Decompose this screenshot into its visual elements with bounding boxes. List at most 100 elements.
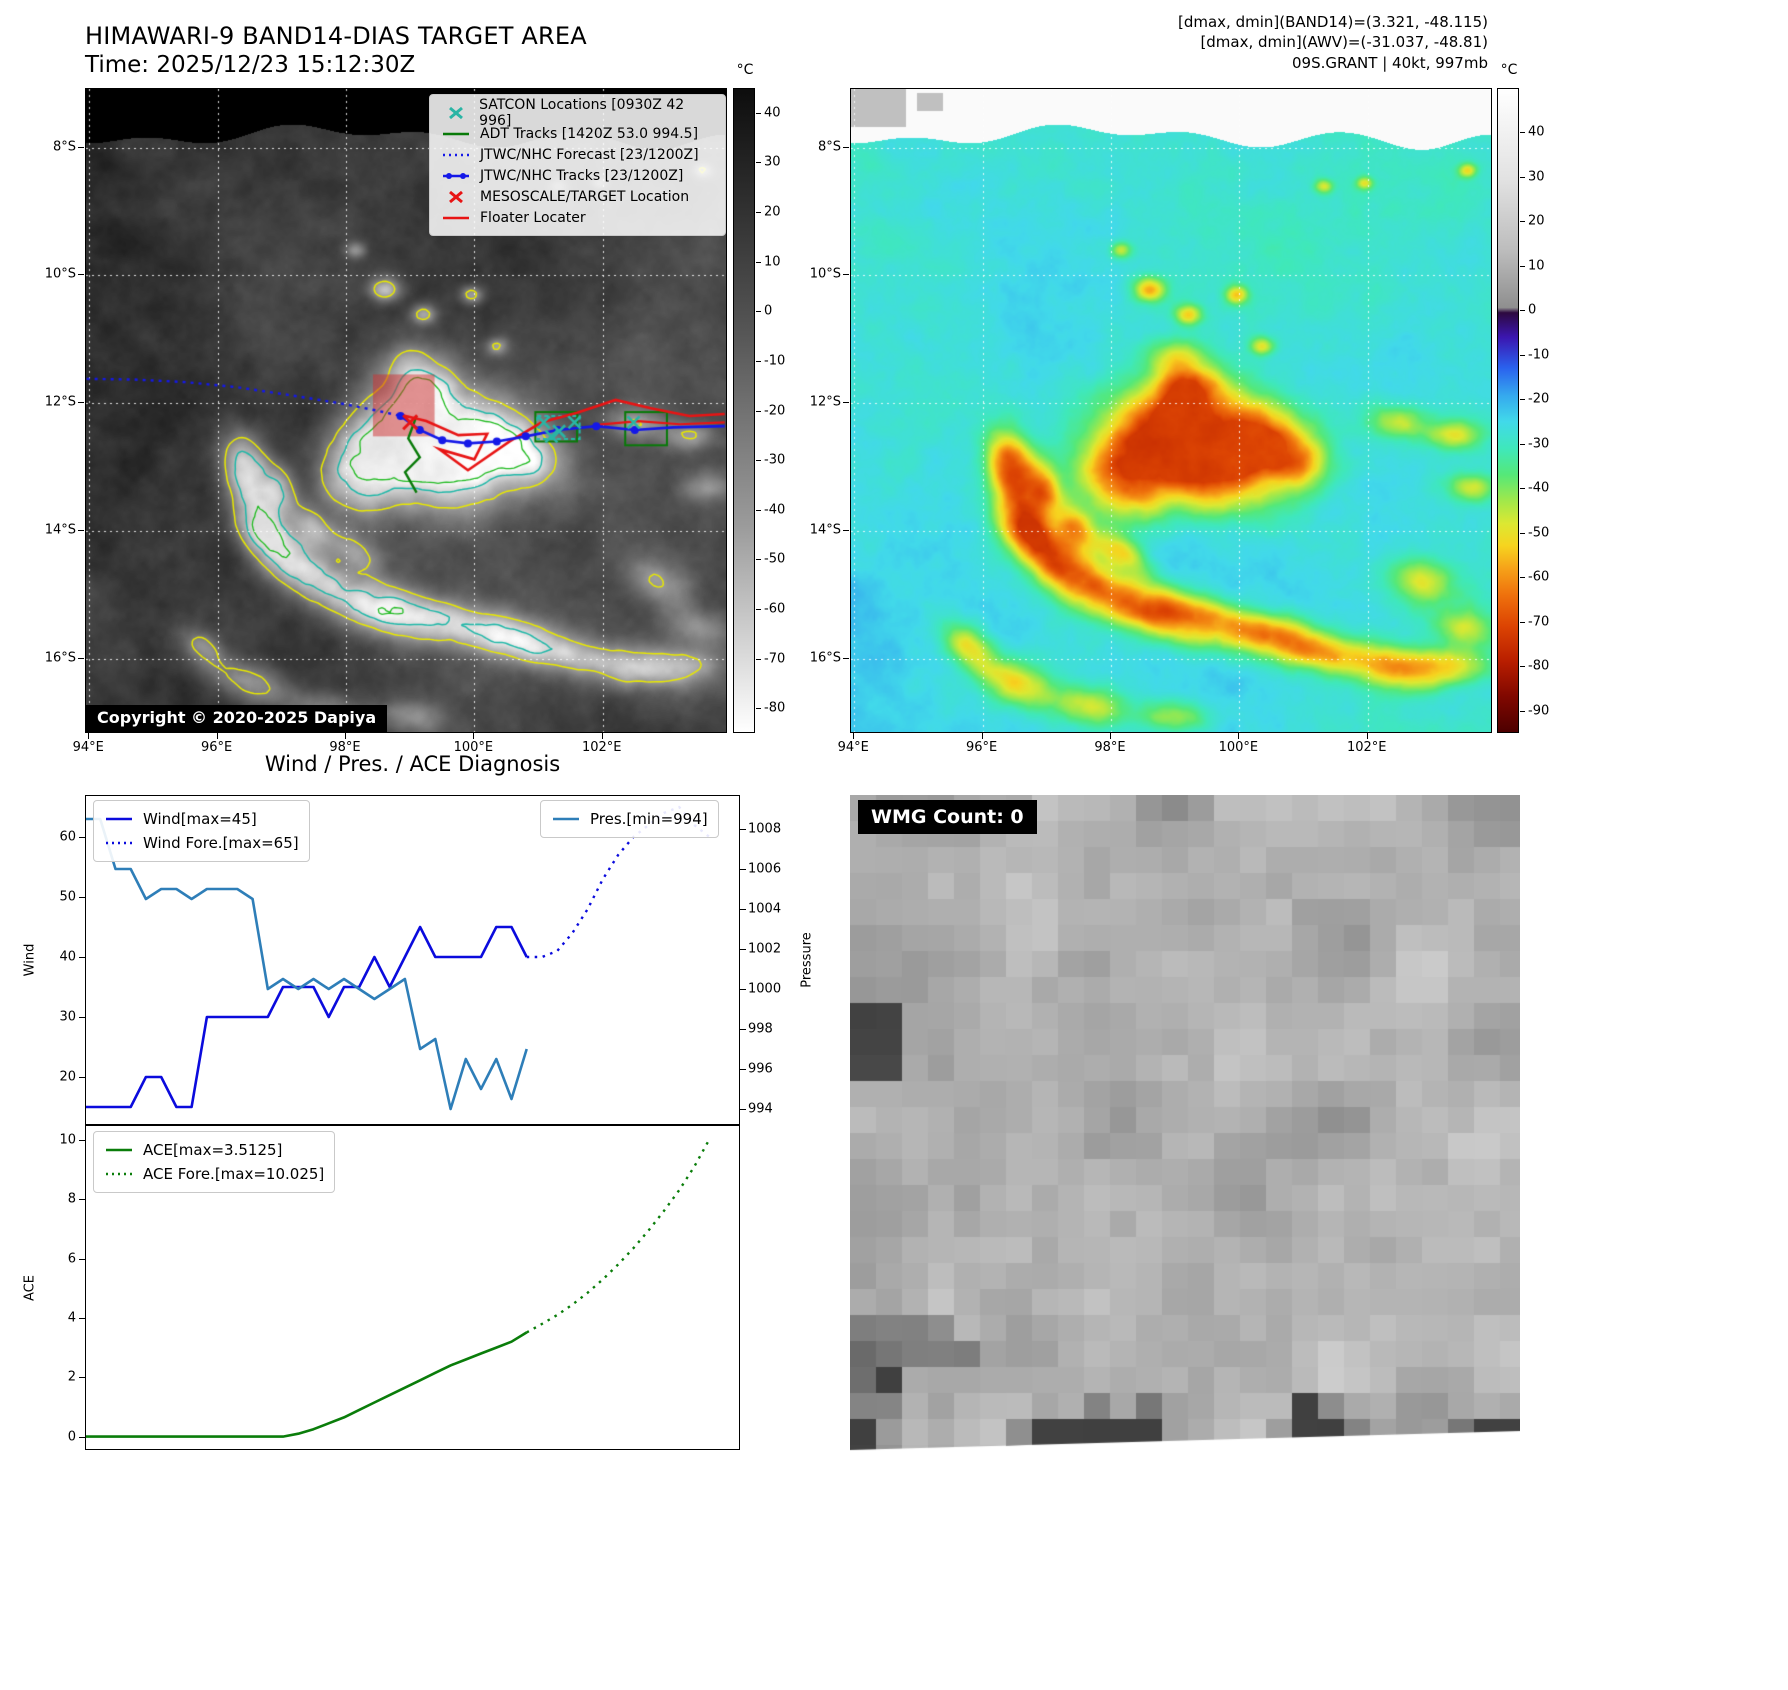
tick-mark <box>1520 710 1525 712</box>
y-tick-label: 50 <box>59 889 76 905</box>
x-tick-label: 102°E <box>581 740 622 755</box>
awv-satellite-image <box>851 89 1491 732</box>
tick-mark <box>740 1029 746 1030</box>
pressure-legend: Pres.[min=994] <box>540 800 719 838</box>
tick-mark <box>843 657 849 659</box>
legend-marker-line-dots <box>443 172 469 179</box>
legend-item: ACE[max=3.5125] <box>104 1138 324 1162</box>
legend-label: ADT Tracks [1420Z 53.0 994.5] <box>480 125 699 142</box>
legend-marker-dotted <box>106 1172 132 1176</box>
tick-mark <box>756 509 761 511</box>
tick-mark <box>79 1017 85 1018</box>
legend-label: Pres.[min=994] <box>590 810 708 828</box>
tick-mark <box>1520 532 1525 534</box>
awv-colorbar-unit: °C <box>1500 62 1518 78</box>
y-tick-label: 2 <box>67 1369 76 1385</box>
y-tick-label: 1002 <box>748 941 782 957</box>
colorbar-tick-label: -80 <box>1528 658 1550 674</box>
colorbar-tick-label: -60 <box>764 601 786 617</box>
tick-mark <box>1520 577 1525 579</box>
colorbar-tick-label: -10 <box>764 353 786 369</box>
tick-mark <box>756 162 761 164</box>
tick-mark <box>1520 488 1525 490</box>
legend-label: SATCON Locations [0930Z 42 996] <box>479 96 685 129</box>
legend-item: Wind Fore.[max=65] <box>104 831 299 855</box>
y-axis-label: ACE <box>22 1274 38 1301</box>
tick-mark <box>1520 221 1525 223</box>
tick-mark <box>756 261 761 263</box>
tick-mark <box>78 657 84 659</box>
tick-mark <box>1520 354 1525 356</box>
colorbar-tick-label: 10 <box>1528 258 1545 274</box>
x-tick-label: 98°E <box>329 740 361 755</box>
tick-mark <box>756 559 761 561</box>
legend-label: Wind Fore.[max=65] <box>143 834 299 852</box>
x-tick-label: 98°E <box>1094 740 1126 755</box>
tick-mark <box>756 360 761 362</box>
y-tick-label: 10°S <box>44 266 76 282</box>
tick-mark <box>843 529 849 531</box>
tick-mark <box>79 1139 85 1141</box>
tick-mark <box>79 1436 85 1438</box>
tick-mark <box>344 733 346 739</box>
legend-item: Pres.[min=994] <box>551 807 708 831</box>
y-tick-label: 994 <box>748 1101 773 1117</box>
colorbar-tick-label: -70 <box>1528 614 1550 630</box>
y-tick-label: 60 <box>59 829 76 845</box>
y-tick-label: 1004 <box>748 901 782 917</box>
tick-mark <box>1520 310 1525 312</box>
x-tick-label: 94°E <box>72 740 104 755</box>
colorbar-tick-label: -50 <box>764 551 786 567</box>
y-tick-label: 14°S <box>44 522 76 538</box>
legend-label: MESOSCALE/TARGET Location <box>480 188 690 205</box>
tick-mark <box>78 529 84 531</box>
legend-marker-solid <box>106 817 132 821</box>
band14-colorbar <box>733 88 755 733</box>
colorbar-tick-label: 20 <box>1528 213 1545 229</box>
awv-colorbar <box>1497 88 1519 733</box>
colorbar-tick-label: 30 <box>764 154 781 170</box>
tick-mark <box>79 1258 85 1260</box>
colorbar-tick-label: -70 <box>764 651 786 667</box>
tick-mark <box>1238 733 1240 739</box>
colorbar-tick-label: 0 <box>764 303 773 319</box>
y-tick-label: 16°S <box>44 650 76 666</box>
colorbar-tick-label: -80 <box>764 700 786 716</box>
y-tick-label: 30 <box>59 1009 76 1025</box>
tick-mark <box>79 957 85 958</box>
tick-mark <box>740 989 746 990</box>
tick-mark <box>843 146 849 148</box>
series-wind <box>85 925 528 1109</box>
colorbar-tick-label: 20 <box>764 204 781 220</box>
wmg-image <box>850 795 1520 1455</box>
legend-marker-line <box>443 216 469 219</box>
y-tick-label: 10 <box>59 1132 76 1148</box>
legend-marker-dotted <box>106 841 132 845</box>
tick-mark <box>1520 176 1525 178</box>
legend-item: Wind[max=45] <box>104 807 299 831</box>
tick-mark <box>1366 733 1368 739</box>
colorbar-tick-label: -40 <box>764 502 786 518</box>
x-tick-label: 96°E <box>200 740 233 755</box>
series-ace <box>85 1331 528 1438</box>
y-tick-label: 998 <box>748 1021 773 1037</box>
colorbar-tick-label: 40 <box>1528 124 1545 140</box>
ace-legend: ACE[max=3.5125] ACE Fore.[max=10.025] <box>93 1131 336 1193</box>
tick-mark <box>756 311 761 313</box>
y-tick-label: 4 <box>67 1310 76 1326</box>
y-tick-label: 20 <box>59 1069 76 1085</box>
legend-item: SATCON Locations [0930Z 42 996] <box>441 97 714 129</box>
tick-mark <box>1520 666 1525 668</box>
awv-map-panel <box>850 88 1492 733</box>
wind-legend: Wind[max=45] Wind Fore.[max=65] <box>93 800 310 862</box>
wmg-count-label: WMG Count: 0 <box>858 800 1037 834</box>
copyright-label: Copyright © 2020-2025 Dapiya <box>86 705 388 732</box>
page-title: HIMAWARI-9 BAND14-DIAS TARGET AREA <box>85 22 587 50</box>
tick-mark <box>78 402 84 404</box>
colorbar-tick-label: -30 <box>764 452 786 468</box>
colorbar-tick-label: -20 <box>764 403 786 418</box>
y-tick-label: 8 <box>67 1191 76 1207</box>
tick-mark <box>79 1317 85 1319</box>
chart-title: Wind / Pres. / ACE Diagnosis <box>264 752 561 776</box>
